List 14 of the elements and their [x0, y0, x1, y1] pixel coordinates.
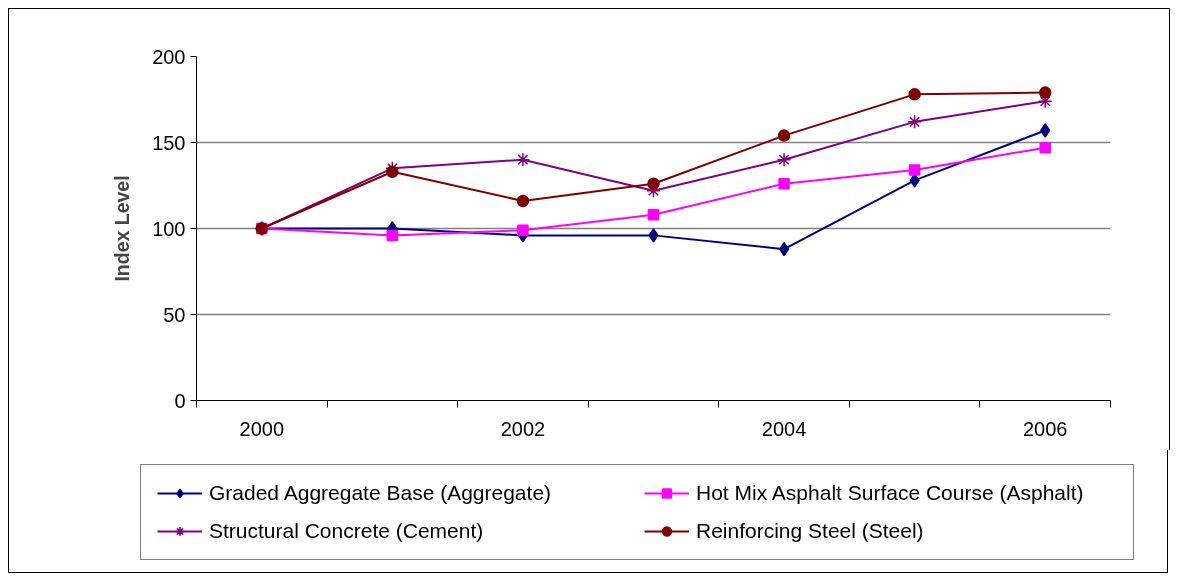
y-tick-label: 0	[174, 389, 186, 412]
x-tick-label: 2004	[761, 417, 807, 440]
legend-label: Structural Concrete (Cement)	[209, 519, 485, 543]
legend-label: Reinforcing Steel (Steel)	[696, 519, 925, 543]
y-tick-label: 150	[152, 131, 186, 154]
x-tick-label: 2002	[500, 417, 546, 440]
y-tick-label: 200	[152, 45, 186, 68]
legend-label: Graded Aggregate Base (Aggregate)	[209, 481, 553, 505]
legend-label: Hot Mix Asphalt Surface Course (Asphalt)	[696, 481, 1085, 505]
y-axis-title: Index Level	[111, 175, 134, 282]
y-tick-label: 100	[152, 217, 186, 240]
y-tick-label: 50	[163, 303, 186, 326]
x-tick-label: 2006	[1022, 417, 1068, 440]
x-tick-label: 2000	[239, 417, 285, 440]
